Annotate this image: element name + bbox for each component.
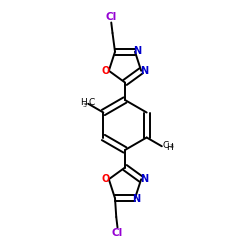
Text: H: H <box>80 98 87 107</box>
Text: C: C <box>89 98 95 107</box>
Text: Cl: Cl <box>112 228 123 238</box>
Text: N: N <box>132 194 140 204</box>
Text: O: O <box>101 174 110 184</box>
Text: N: N <box>140 174 149 184</box>
Text: C: C <box>162 141 169 150</box>
Text: 3: 3 <box>83 103 87 108</box>
Text: 3: 3 <box>169 144 173 149</box>
Text: N: N <box>133 46 141 56</box>
Text: O: O <box>102 66 110 76</box>
Text: H: H <box>166 143 173 152</box>
Text: N: N <box>140 66 149 76</box>
Text: Cl: Cl <box>106 12 117 22</box>
